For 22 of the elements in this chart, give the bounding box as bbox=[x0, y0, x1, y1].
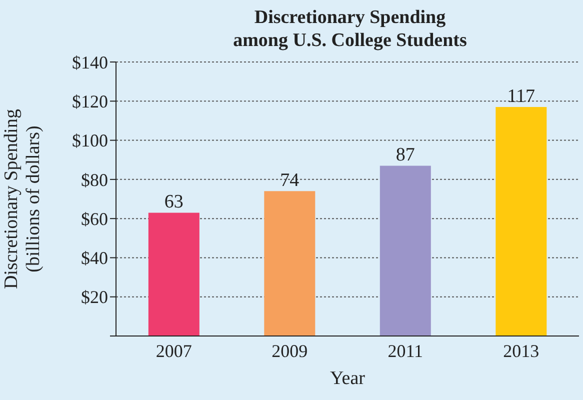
y-tick-label: $120 bbox=[72, 92, 108, 112]
bar bbox=[264, 191, 316, 336]
x-tick-label: 2007 bbox=[156, 340, 192, 361]
x-tick-label: 2013 bbox=[503, 340, 540, 361]
y-tick-label: $140 bbox=[72, 52, 108, 72]
data-label: 63 bbox=[164, 192, 184, 213]
y-tick-label: $100 bbox=[72, 130, 108, 151]
x-tick-label: 2011 bbox=[388, 340, 424, 361]
data-label: 117 bbox=[507, 86, 536, 108]
bar bbox=[380, 166, 431, 336]
data-label: 87 bbox=[396, 144, 415, 166]
bar bbox=[148, 212, 200, 336]
x-axis-title: Year bbox=[330, 368, 366, 389]
y-tick-label: $40 bbox=[81, 248, 108, 268]
x-tick-label: 2009 bbox=[272, 340, 308, 361]
bar bbox=[496, 107, 547, 336]
y-tick-label: $80 bbox=[81, 170, 108, 190]
chart-title: Discretionary Spending among U.S. College Students bbox=[232, 6, 468, 52]
y-tick-label: $60 bbox=[81, 208, 108, 229]
y-axis-title: Discretionary Spending (billions of dollars) bbox=[1, 108, 44, 289]
data-label: 74 bbox=[280, 170, 300, 192]
y-tick-label: $20 bbox=[81, 287, 108, 308]
